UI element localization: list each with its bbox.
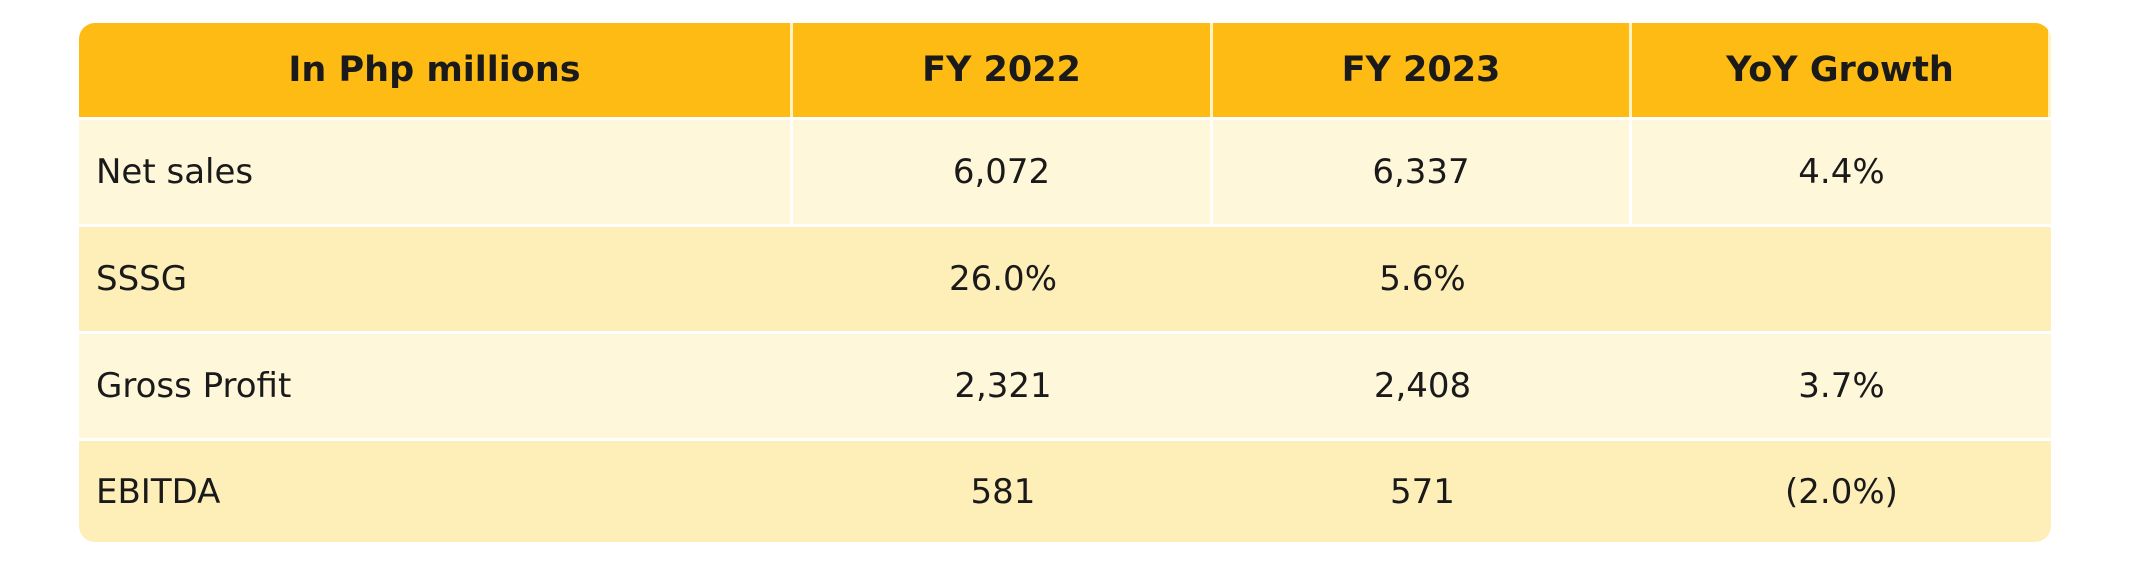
value-cell: 581 <box>793 438 1213 542</box>
row-label: SSSG <box>79 224 793 331</box>
header-cell: YoY Growth <box>1632 23 2051 117</box>
financial-table: In Php millions FY 2022 FY 2023 YoY Growth N… <box>79 23 2051 542</box>
header-cell: In Php millions <box>79 23 793 117</box>
value-cell: 2,408 <box>1213 331 1632 438</box>
value-cell: 5.6% <box>1213 224 1632 331</box>
value-cell: 26.0% <box>793 224 1213 331</box>
header-cell: FY 2022 <box>793 23 1213 117</box>
value-cell: 6,072 <box>793 117 1213 224</box>
value-cell: 3.7% <box>1632 331 2051 438</box>
value-cell: 6,337 <box>1213 117 1632 224</box>
value-cell: 4.4% <box>1632 117 2051 224</box>
value-cell: 571 <box>1213 438 1632 542</box>
empty-cell <box>1632 224 2051 331</box>
value-cell: 2,321 <box>793 331 1213 438</box>
row-label: EBITDA <box>79 438 793 542</box>
row-label: Net sales <box>79 117 793 224</box>
header-cell: FY 2023 <box>1213 23 1632 117</box>
value-cell: (2.0%) <box>1632 438 2051 542</box>
row-label: Gross Profit <box>79 331 793 438</box>
